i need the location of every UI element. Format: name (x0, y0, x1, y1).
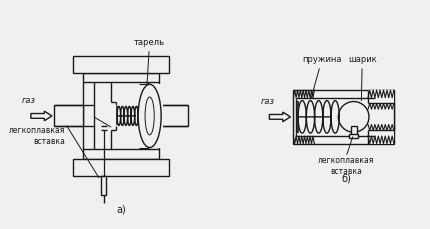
Text: легкоплавкая
вставка: легкоплавкая вставка (318, 155, 374, 175)
Bar (351, 127, 356, 136)
Text: б): б) (341, 172, 351, 183)
Polygon shape (31, 112, 52, 121)
Ellipse shape (145, 98, 154, 135)
Text: шарик: шарик (348, 55, 377, 101)
Bar (368, 91, 394, 144)
Text: тарель: тарель (134, 38, 165, 86)
Bar (73, 159, 169, 177)
Circle shape (338, 102, 369, 133)
Bar (101, 177, 106, 196)
Bar (136, 85, 163, 148)
Text: легкоплавкая
вставка: легкоплавкая вставка (9, 126, 65, 145)
Bar (369, 110, 395, 125)
Text: пружина: пружина (302, 55, 342, 98)
Bar (159, 106, 188, 127)
Bar (54, 106, 83, 127)
Text: а): а) (116, 204, 126, 214)
Text: газ: газ (22, 96, 36, 105)
Bar (349, 134, 359, 138)
Ellipse shape (138, 85, 161, 148)
Bar (83, 74, 159, 159)
Bar (296, 98, 375, 136)
Bar (94, 83, 148, 150)
Polygon shape (269, 113, 290, 122)
Text: газ: газ (261, 97, 274, 106)
Bar (73, 56, 169, 74)
Bar (293, 91, 394, 144)
